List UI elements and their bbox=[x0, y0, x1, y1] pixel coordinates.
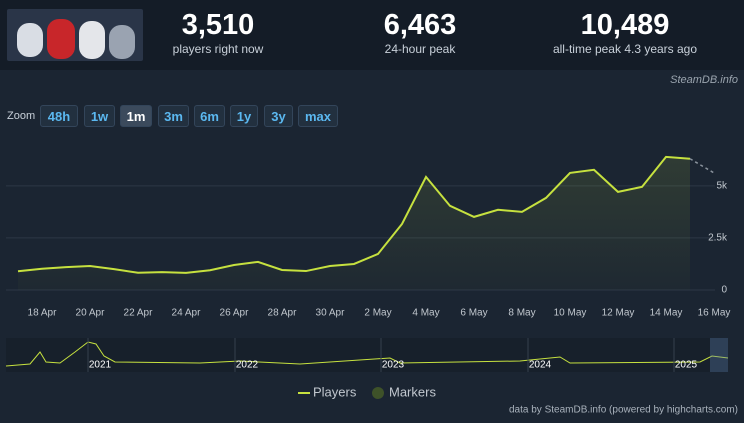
legend-marker bbox=[372, 387, 384, 399]
stat-label: 24-hour peak bbox=[384, 42, 456, 56]
x-tick-label: 28 Apr bbox=[268, 308, 298, 319]
zoom-button[interactable]: 1y bbox=[230, 105, 258, 127]
x-tick-label: 16 May bbox=[698, 308, 731, 319]
stat: 3,510 players right now bbox=[148, 8, 288, 56]
area bbox=[18, 156, 690, 290]
navigator-label: 2025 bbox=[675, 360, 698, 371]
stat: 6,463 24-hour peak bbox=[350, 8, 490, 56]
y-tick-label: 2.5k bbox=[708, 233, 728, 244]
y-tick-label: 0 bbox=[721, 285, 727, 296]
zoom-button[interactable]: 3m bbox=[158, 105, 189, 127]
zoom-button[interactable]: 3y bbox=[264, 105, 293, 127]
x-tick-label: 18 Apr bbox=[28, 308, 58, 319]
y-tick-label: 5k bbox=[716, 180, 728, 191]
stat-label: all-time peak 4.3 years ago bbox=[552, 42, 698, 56]
x-tick-label: 24 Apr bbox=[172, 308, 202, 319]
x-tick-label: 12 May bbox=[602, 308, 635, 319]
x-tick-label: 2 May bbox=[364, 308, 391, 319]
zoom-button[interactable]: 48h bbox=[40, 105, 78, 127]
zoom-button[interactable]: max bbox=[298, 105, 338, 127]
x-tick-label: 8 May bbox=[508, 308, 535, 319]
legend-label[interactable]: Players bbox=[313, 384, 357, 399]
line-forecast bbox=[689, 158, 715, 174]
stat: 10,489 all-time peak 4.3 years ago bbox=[540, 8, 710, 56]
stat-value: 3,510 bbox=[181, 9, 255, 41]
watermark: SteamDB.info bbox=[670, 74, 738, 86]
navigator-label: 2021 bbox=[89, 360, 112, 371]
zoom-label: Zoom bbox=[7, 110, 36, 122]
credit: data by SteamDB.info (powered by highcha… bbox=[509, 405, 738, 416]
zoom-button[interactable]: 6m bbox=[194, 105, 225, 127]
legend-label[interactable]: Markers bbox=[389, 384, 436, 399]
navigator-window bbox=[710, 338, 728, 372]
navigator-label: 2022 bbox=[236, 360, 259, 371]
x-tick-label: 30 Apr bbox=[316, 308, 346, 319]
zoom-button[interactable]: 1m bbox=[120, 105, 152, 127]
navigator-line bbox=[5, 341, 729, 367]
line bbox=[17, 155, 691, 274]
x-tick-label: 26 Apr bbox=[220, 308, 250, 319]
stats-bar: 3,510 players right now 6,463 24-hour peak… bbox=[0, 0, 744, 70]
stat-label: players right now bbox=[172, 42, 264, 56]
stat-value: 6,463 bbox=[383, 9, 457, 41]
x-tick-label: 22 Apr bbox=[124, 308, 154, 319]
x-tick-label: 4 May bbox=[412, 308, 439, 319]
game-image bbox=[7, 9, 143, 61]
navigator-label: 2024 bbox=[529, 360, 552, 371]
x-tick-label: 20 Apr bbox=[76, 308, 106, 319]
navigator-label: 2023 bbox=[382, 360, 405, 371]
x-tick-label: 10 May bbox=[554, 308, 587, 319]
zoom-button[interactable]: 1w bbox=[84, 105, 115, 127]
x-tick-label: 6 May bbox=[460, 308, 487, 319]
navigator-bg bbox=[6, 338, 728, 372]
x-tick-label: 14 May bbox=[650, 308, 683, 319]
stat-value: 10,489 bbox=[580, 9, 670, 41]
